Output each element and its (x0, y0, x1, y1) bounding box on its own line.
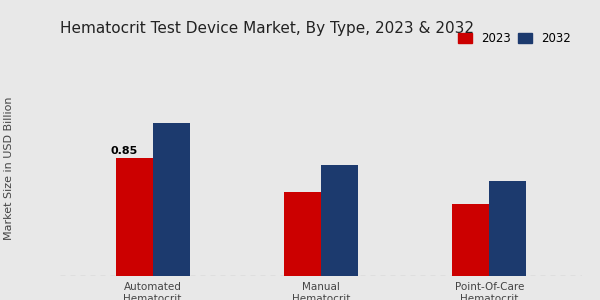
Legend: 2023, 2032: 2023, 2032 (453, 27, 576, 50)
Bar (116, 158, 152, 276)
Bar (452, 203, 490, 276)
Bar (490, 181, 526, 276)
Bar (284, 192, 321, 276)
Text: Market Size in USD Billion: Market Size in USD Billion (4, 96, 14, 240)
Text: Hematocrit Test Device Market, By Type, 2023 & 2032: Hematocrit Test Device Market, By Type, … (60, 21, 474, 36)
Bar (321, 164, 358, 276)
Text: 0.85: 0.85 (110, 146, 137, 156)
Bar (152, 123, 190, 276)
